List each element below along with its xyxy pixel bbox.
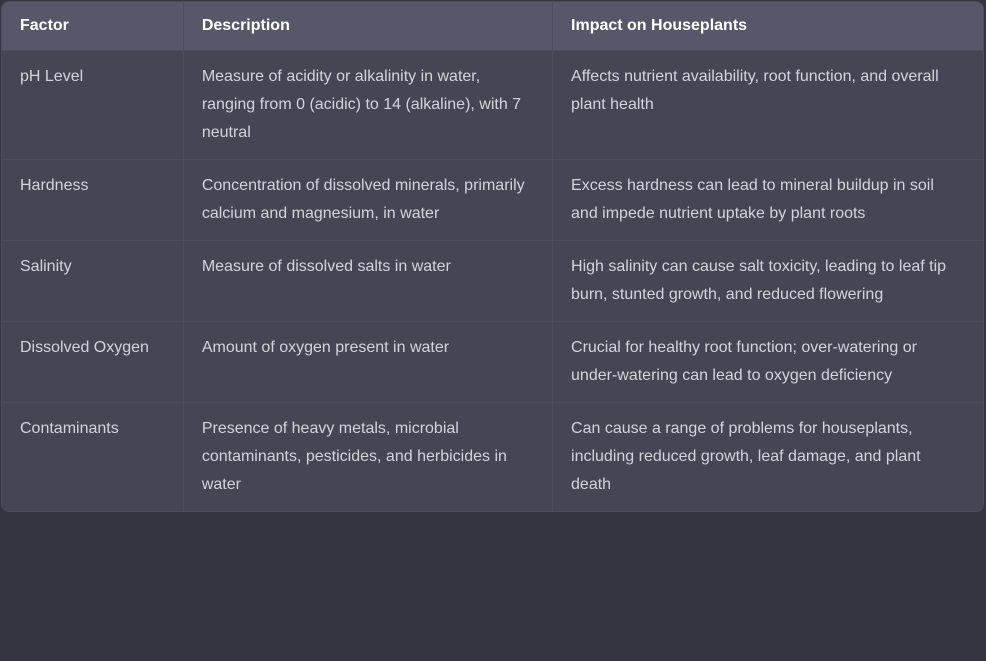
cell-factor: Dissolved Oxygen	[2, 322, 184, 403]
water-factors-table: Factor Description Impact on Houseplants…	[1, 1, 984, 512]
cell-factor: Hardness	[2, 160, 184, 241]
cell-impact: Crucial for healthy root function; over-…	[553, 322, 983, 403]
cell-description: Measure of dissolved salts in water	[184, 241, 553, 322]
table-row: Dissolved Oxygen Amount of oxygen presen…	[2, 322, 983, 403]
cell-impact: High salinity can cause salt toxicity, l…	[553, 241, 983, 322]
cell-description: Amount of oxygen present in water	[184, 322, 553, 403]
table-header: Factor Description Impact on Houseplants	[2, 2, 983, 51]
table-row: Contaminants Presence of heavy metals, m…	[2, 403, 983, 511]
cell-description: Concentration of dissolved minerals, pri…	[184, 160, 553, 241]
cell-impact: Can cause a range of problems for housep…	[553, 403, 983, 511]
cell-description: Measure of acidity or alkalinity in wate…	[184, 51, 553, 160]
column-header-description: Description	[184, 2, 553, 51]
cell-impact: Excess hardness can lead to mineral buil…	[553, 160, 983, 241]
cell-factor: Salinity	[2, 241, 184, 322]
cell-description: Presence of heavy metals, microbial cont…	[184, 403, 553, 511]
cell-factor: pH Level	[2, 51, 184, 160]
table-row: Hardness Concentration of dissolved mine…	[2, 160, 983, 241]
column-header-impact: Impact on Houseplants	[553, 2, 983, 51]
table-row: Salinity Measure of dissolved salts in w…	[2, 241, 983, 322]
column-header-factor: Factor	[2, 2, 184, 51]
cell-impact: Affects nutrient availability, root func…	[553, 51, 983, 160]
cell-factor: Contaminants	[2, 403, 184, 511]
table-row: pH Level Measure of acidity or alkalinit…	[2, 51, 983, 160]
table-body: pH Level Measure of acidity or alkalinit…	[2, 51, 983, 511]
